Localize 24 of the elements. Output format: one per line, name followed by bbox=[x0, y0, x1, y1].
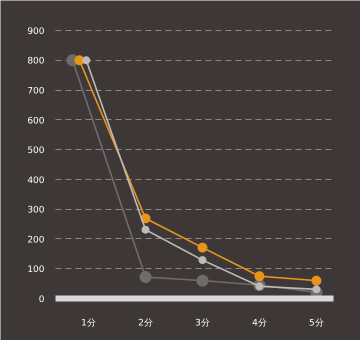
y-tick-label: 500 bbox=[27, 146, 45, 156]
y-tick-label: 0 bbox=[38, 295, 45, 305]
point bbox=[312, 285, 320, 294]
y-tick-label: 100 bbox=[27, 265, 45, 276]
x-tick-label: 5分 bbox=[309, 318, 324, 328]
x-tick-label: 3分 bbox=[195, 318, 210, 328]
y-tick-label: 600 bbox=[27, 116, 45, 126]
point bbox=[254, 271, 264, 282]
point bbox=[82, 56, 90, 64]
point bbox=[198, 256, 206, 264]
x-tick-label: 2分 bbox=[138, 318, 153, 328]
y-tick-label: 300 bbox=[27, 206, 45, 216]
point bbox=[140, 271, 152, 284]
point bbox=[142, 226, 150, 234]
x-tick-label: 4分 bbox=[252, 318, 267, 328]
y-tick-label: 400 bbox=[27, 176, 45, 186]
y-tick-label: 700 bbox=[27, 86, 45, 97]
point bbox=[311, 276, 322, 286]
point bbox=[196, 274, 208, 287]
y-tick-label: 900 bbox=[27, 26, 45, 37]
x-tick-label: 1分 bbox=[81, 318, 96, 328]
y-tick-label: 200 bbox=[27, 235, 45, 246]
point bbox=[197, 242, 208, 253]
y-tick-label: 800 bbox=[27, 56, 45, 67]
